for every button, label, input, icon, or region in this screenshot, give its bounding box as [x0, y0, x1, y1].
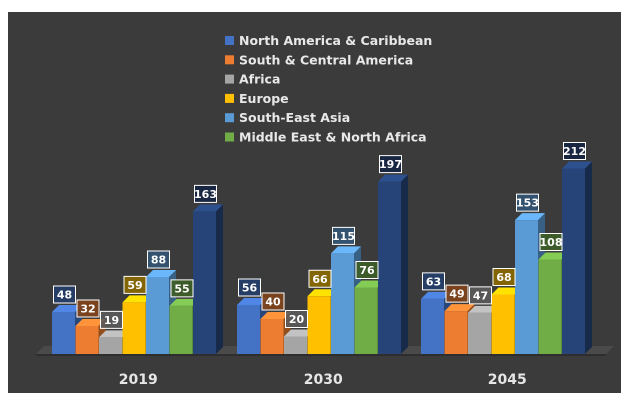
data-label-africa-2030: 20 — [285, 310, 308, 328]
svg-text:55: 55 — [174, 282, 189, 295]
legend-swatch — [225, 93, 234, 103]
legend-swatch — [225, 55, 234, 65]
svg-text:68: 68 — [496, 271, 511, 284]
svg-text:19: 19 — [104, 314, 119, 327]
data-label-south-central-america-2030: 40 — [261, 292, 285, 311]
data-label-europe-2019: 59 — [123, 275, 147, 294]
data-label-south-east-asia-2019: 88 — [147, 250, 170, 269]
data-label-south-central-america-2045: 49 — [445, 284, 469, 303]
svg-text:20: 20 — [289, 313, 305, 326]
legend-item-middle-east-north-africa: Middle East & North Africa — [225, 130, 427, 145]
svg-text:212: 212 — [563, 145, 586, 158]
svg-text:66: 66 — [312, 273, 328, 286]
legend-label: South-East Asia — [239, 110, 350, 125]
data-labels-group: 48 32 19 59 88 55 163 56 40 20 66 115 76 197 63 49 47 68 1… — [53, 142, 586, 329]
svg-text:48: 48 — [57, 289, 72, 302]
legend-label: Europe — [239, 91, 289, 106]
svg-text:63: 63 — [426, 275, 441, 288]
data-label-north-america-caribbean-2045: 63 — [422, 272, 445, 291]
data-label-north-america-caribbean-2030: 56 — [238, 278, 261, 297]
svg-text:88: 88 — [151, 254, 166, 267]
legend-item-europe: Europe — [225, 91, 289, 106]
bars-group — [52, 161, 592, 354]
x-tick-label-2045: 2045 — [488, 372, 527, 388]
data-label-europe-2030: 66 — [308, 269, 332, 288]
x-tick-label-2019: 2019 — [119, 372, 158, 388]
svg-text:163: 163 — [194, 188, 217, 201]
data-label-north-america-caribbean-2019: 48 — [53, 285, 76, 304]
bar-western-pacific-2019 — [193, 204, 223, 354]
legend-swatch — [225, 74, 234, 84]
legend-label: Africa — [239, 72, 280, 87]
svg-text:40: 40 — [265, 296, 281, 309]
data-label-africa-2045: 47 — [469, 286, 492, 305]
data-label-middle-east-north-africa-2045: 108 — [539, 233, 563, 251]
data-label-middle-east-north-africa-2030: 76 — [355, 261, 379, 279]
data-label-western-pacific-2019: 163 — [194, 184, 217, 203]
legend-label: North America & Caribbean — [239, 33, 432, 48]
legend-item-north-america-caribbean: North America & Caribbean — [225, 33, 432, 48]
data-label-middle-east-north-africa-2019: 55 — [170, 279, 194, 298]
data-label-south-east-asia-2030: 115 — [332, 226, 355, 245]
legend-label: Middle East & North Africa — [239, 130, 427, 145]
legend-label: South & Central America — [239, 52, 413, 67]
legend-swatch — [225, 36, 234, 45]
floor-edge — [36, 354, 606, 356]
svg-text:108: 108 — [540, 236, 563, 249]
data-label-south-east-asia-2045: 153 — [516, 193, 539, 212]
svg-text:49: 49 — [449, 288, 464, 301]
svg-text:76: 76 — [359, 264, 375, 277]
data-label-western-pacific-2030: 197 — [379, 155, 402, 174]
bar-western-pacific-2045 — [562, 161, 592, 354]
svg-text:56: 56 — [242, 282, 258, 295]
x-axis: 2019 2030 2045 — [119, 372, 527, 388]
legend-swatch — [225, 132, 234, 142]
svg-text:115: 115 — [332, 230, 355, 243]
data-label-europe-2045: 68 — [492, 268, 516, 286]
svg-text:197: 197 — [379, 158, 402, 171]
bar-western-pacific-2030 — [378, 174, 408, 354]
x-tick-label-2030: 2030 — [304, 372, 343, 388]
legend: North America & Caribbean South & Central… — [225, 33, 432, 145]
svg-text:59: 59 — [127, 279, 142, 292]
data-label-western-pacific-2045: 212 — [563, 142, 586, 160]
data-label-south-central-america-2019: 32 — [76, 299, 100, 318]
legend-item-south-east-asia: South-East Asia — [225, 110, 350, 125]
legend-item-africa: Africa — [225, 72, 280, 87]
bar-chart: 48 32 19 59 88 55 163 56 40 20 66 115 76 197 63 49 47 68 1… — [36, 33, 614, 388]
legend-item-south-central-america: South & Central America — [225, 52, 413, 67]
data-label-africa-2019: 19 — [100, 310, 123, 329]
legend-swatch — [225, 113, 234, 123]
svg-text:47: 47 — [473, 289, 488, 302]
svg-text:32: 32 — [80, 303, 95, 316]
chart-area: 48 32 19 59 88 55 163 56 40 20 66 115 76 197 63 49 47 68 1… — [8, 12, 621, 393]
svg-text:153: 153 — [516, 197, 539, 210]
